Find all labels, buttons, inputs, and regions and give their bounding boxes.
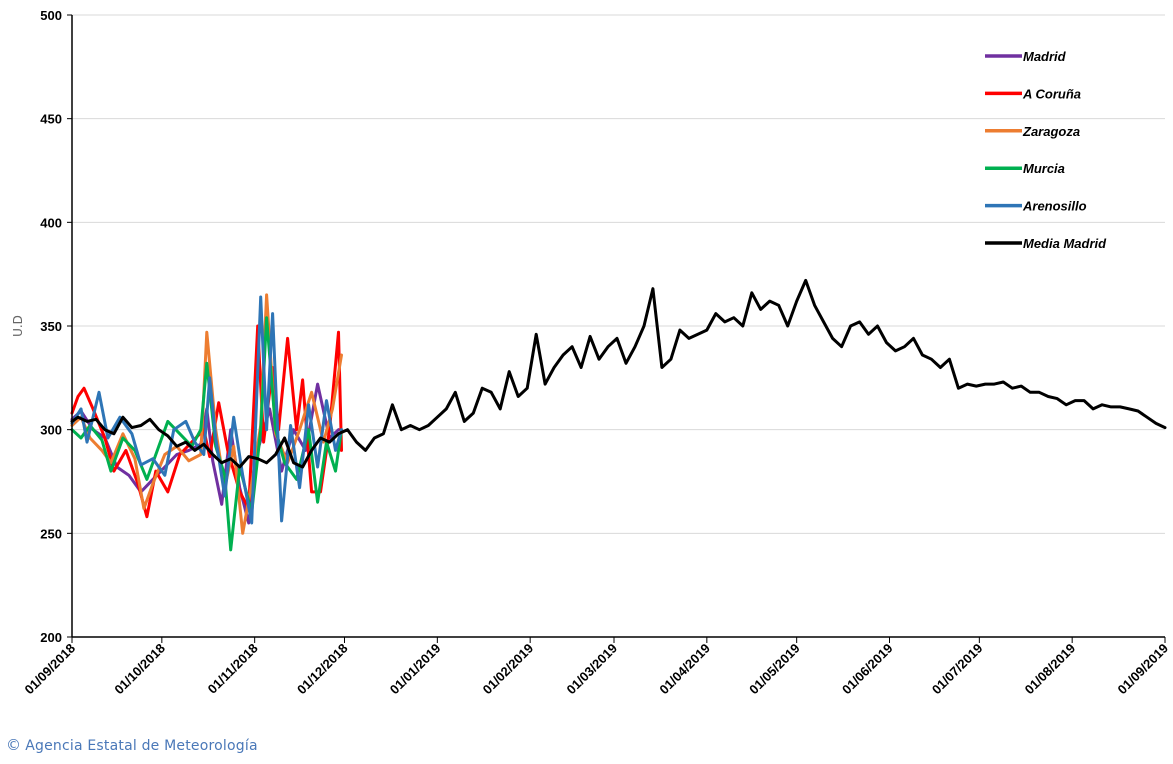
- y-axis-label: U.D: [11, 315, 25, 337]
- y-tick-label: 400: [40, 215, 62, 230]
- legend-label-a-coruna: A Coruña: [1022, 86, 1081, 101]
- x-tick-label: 01/01/2019: [387, 641, 444, 698]
- series-line-media-madrid: [70, 278, 1167, 469]
- y-tick-label: 200: [40, 630, 62, 645]
- series-lines: [70, 278, 1167, 552]
- y-tick-label: 350: [40, 319, 62, 334]
- x-tick-label: 01/04/2019: [656, 641, 713, 698]
- copyright-icon: ©: [6, 736, 22, 754]
- axes: [67, 14, 1166, 643]
- series-line-arenosillo: [70, 295, 343, 525]
- legend-label-zaragoza: Zaragoza: [1022, 124, 1080, 139]
- x-tick-label: 01/07/2019: [929, 641, 986, 698]
- y-tick-label: 450: [40, 112, 62, 127]
- x-tick-label: 01/02/2019: [480, 641, 537, 698]
- y-tick-label: 500: [40, 8, 62, 23]
- legend-label-murcia: Murcia: [1023, 161, 1065, 176]
- series-line-a-coruna: [70, 324, 343, 519]
- x-tick-label: 01/09/2019: [1114, 641, 1171, 698]
- y-tick-label: 250: [40, 526, 62, 541]
- x-tick-label: 01/08/2019: [1022, 641, 1079, 698]
- x-tick-label: 01/05/2019: [746, 641, 803, 698]
- x-tick-label: 01/10/2018: [111, 641, 168, 698]
- legend-label-arenosillo: Arenosillo: [1022, 199, 1087, 214]
- y-tick-labels: 200 250 300 350 400 450 500: [40, 8, 62, 645]
- legend: Madrid A Coruña Zaragoza Murcia Arenosillo Me…: [985, 49, 1107, 251]
- legend-label-madrid: Madrid: [1023, 49, 1067, 64]
- x-tick-label: 01/03/2019: [564, 641, 621, 698]
- x-tick-label: 01/06/2019: [839, 641, 896, 698]
- x-tick-label: 01/11/2018: [205, 641, 261, 697]
- legend-label-media-madrid: Media Madrid: [1023, 236, 1107, 251]
- credit-text: Agencia Estatal de Meteorología: [25, 738, 258, 754]
- x-tick-labels: 01/09/2018 01/10/2018 01/11/2018 01/12/2018…: [21, 641, 1171, 698]
- x-tick-label: 01/12/2018: [294, 641, 351, 698]
- footer-credit: © Agencia Estatal de Meteorología: [6, 736, 258, 754]
- x-tick-label: 01/09/2018: [21, 641, 78, 698]
- y-tick-label: 300: [40, 423, 62, 438]
